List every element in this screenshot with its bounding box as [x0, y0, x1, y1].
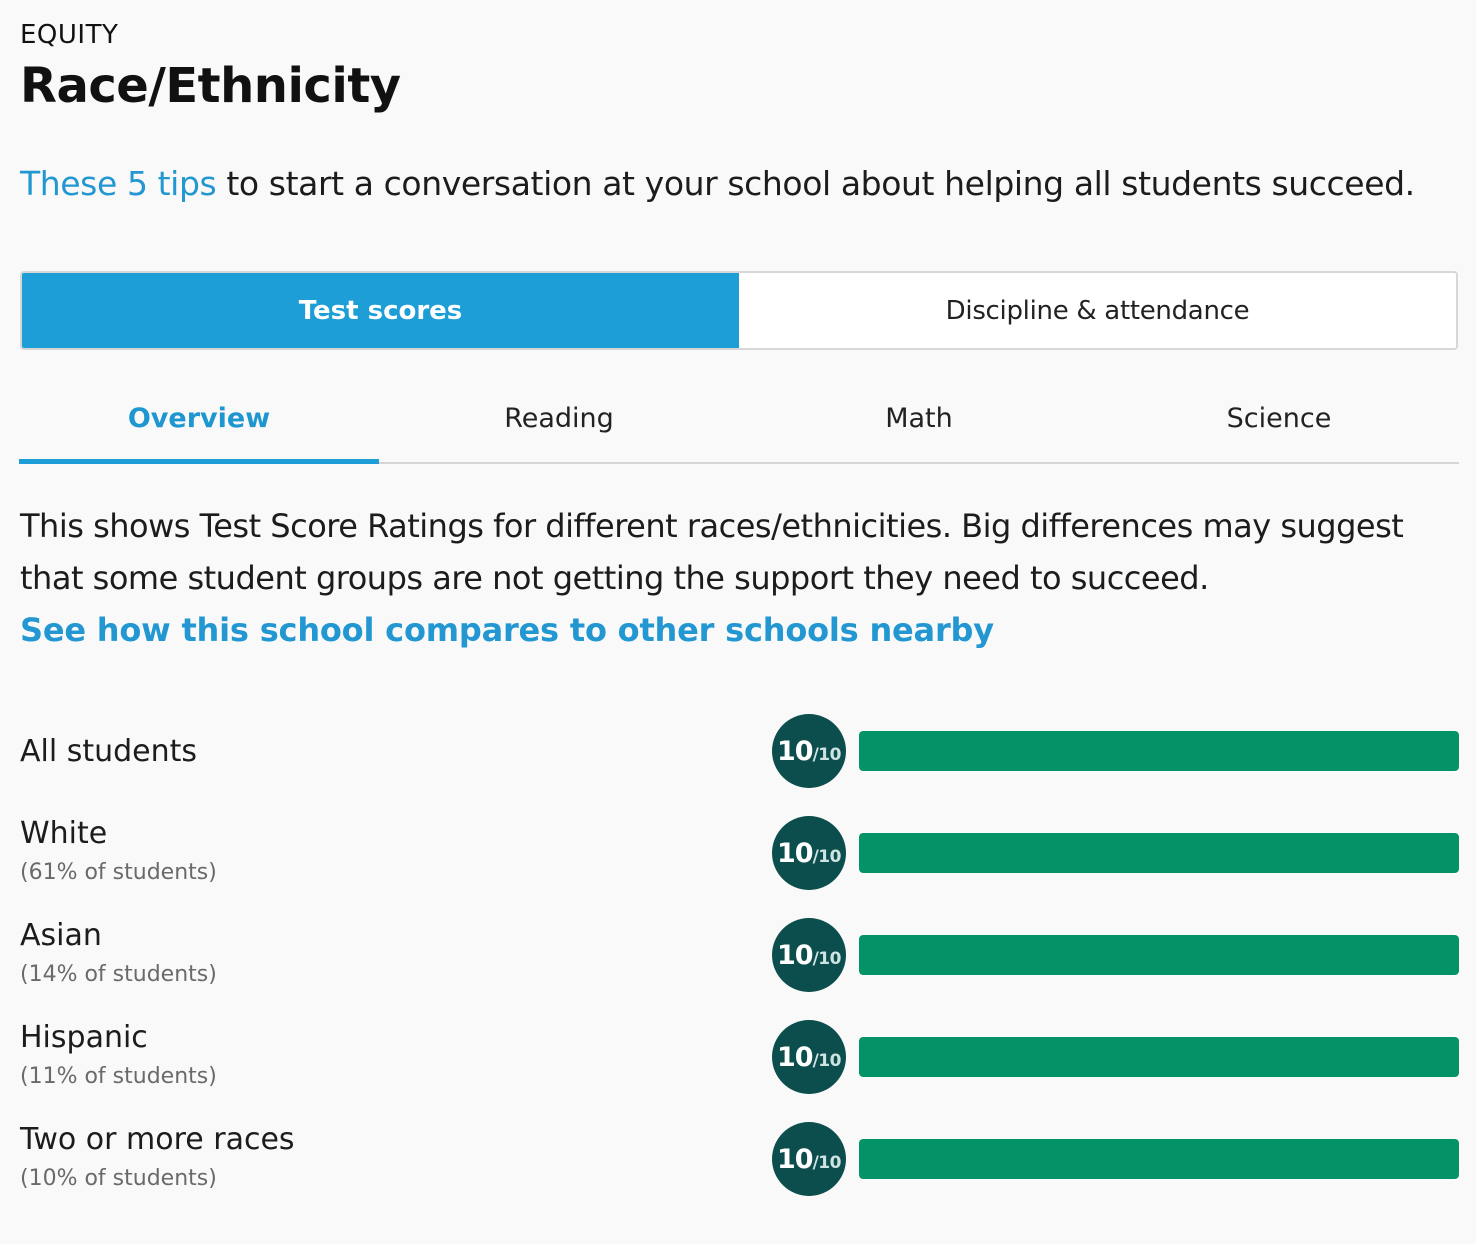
rating-bar-fill — [859, 1037, 1459, 1077]
group-name: Asian — [20, 918, 102, 953]
rating-badge: 10/10 — [772, 1122, 846, 1196]
rating-out-of: /10 — [812, 847, 842, 867]
group-share: (14% of students) — [20, 962, 217, 987]
category-toggle: Test scores Discipline & attendance — [20, 271, 1458, 350]
tab-reading[interactable]: Reading — [504, 402, 614, 434]
group-name: White — [20, 816, 108, 851]
tab-science[interactable]: Science — [1226, 402, 1332, 434]
rating-badge: 10/10 — [772, 816, 846, 890]
rating-bar-fill — [859, 833, 1459, 873]
group-share: (61% of students) — [20, 860, 217, 885]
tab-math[interactable]: Math — [885, 402, 953, 434]
rating-row-two-or-more: Two or more races (10% of students) 10/1… — [20, 1120, 1459, 1222]
rating-out-of: /10 — [812, 745, 842, 765]
rating-label: Two or more races (10% of students) — [20, 1120, 295, 1194]
group-name: All students — [20, 734, 198, 769]
rating-out-of: /10 — [812, 1051, 842, 1071]
group-name: Two or more races — [20, 1122, 295, 1157]
rating-score: 10 — [777, 1144, 814, 1175]
page-title: Race/Ethnicity — [20, 58, 401, 114]
rating-score: 10 — [777, 736, 814, 767]
rating-bar-fill — [859, 1139, 1459, 1179]
rating-badge: 10/10 — [772, 918, 846, 992]
rating-label: Asian (14% of students) — [20, 916, 217, 990]
group-name: Hispanic — [20, 1020, 148, 1055]
group-share: (10% of students) — [20, 1166, 217, 1191]
rating-badge: 10/10 — [772, 714, 846, 788]
rating-out-of: /10 — [812, 949, 842, 969]
rating-bar — [859, 935, 1459, 975]
rating-label: All students — [20, 732, 197, 772]
ratings-list: All students 10/10 White (61% of student… — [20, 712, 1459, 1222]
description-text: This shows Test Score Ratings for differ… — [20, 507, 1404, 597]
rating-bar-fill — [859, 935, 1459, 975]
rating-row-hispanic: Hispanic (11% of students) 10/10 — [20, 1018, 1459, 1120]
compare-nearby-link[interactable]: See how this school compares to other sc… — [20, 611, 994, 649]
tab-overview[interactable]: Overview — [19, 380, 379, 464]
rating-row-white: White (61% of students) 10/10 — [20, 814, 1459, 916]
group-share: (11% of students) — [20, 1064, 217, 1089]
rating-bar — [859, 833, 1459, 873]
rating-row-all-students: All students 10/10 — [20, 712, 1459, 814]
tips-link[interactable]: These 5 tips — [20, 164, 217, 203]
rating-bar — [859, 1037, 1459, 1077]
rating-badge: 10/10 — [772, 1020, 846, 1094]
section-eyebrow: EQUITY — [20, 20, 119, 50]
rating-bar — [859, 1139, 1459, 1179]
rating-score: 10 — [777, 940, 814, 971]
discipline-attendance-button[interactable]: Discipline & attendance — [739, 273, 1456, 348]
tips-text: These 5 tips to start a conversation at … — [20, 164, 1415, 203]
rating-out-of: /10 — [812, 1153, 842, 1173]
tips-rest: to start a conversation at your school a… — [216, 164, 1415, 203]
subject-tabs: Overview Reading Math Science — [19, 380, 1459, 464]
rating-score: 10 — [777, 1042, 814, 1073]
rating-bar-fill — [859, 731, 1459, 771]
rating-row-asian: Asian (14% of students) 10/10 — [20, 916, 1459, 1018]
rating-score: 10 — [777, 838, 814, 869]
rating-bar — [859, 731, 1459, 771]
description: This shows Test Score Ratings for differ… — [20, 500, 1460, 656]
rating-label: Hispanic (11% of students) — [20, 1018, 217, 1092]
rating-label: White (61% of students) — [20, 814, 217, 888]
test-scores-button[interactable]: Test scores — [22, 273, 739, 348]
